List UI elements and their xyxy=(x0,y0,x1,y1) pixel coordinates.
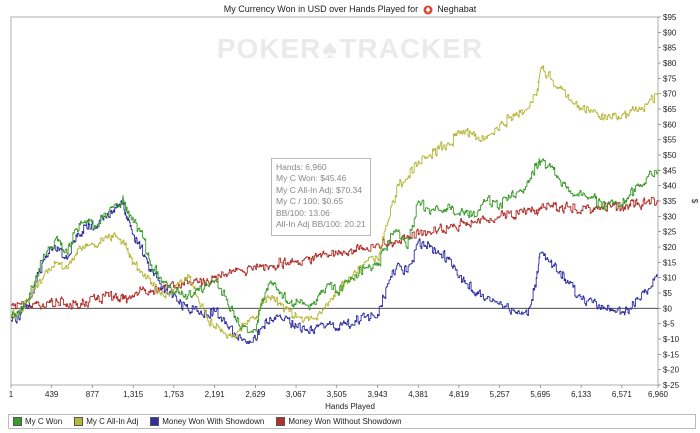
x-tick-label: 2,629 xyxy=(245,390,266,399)
x-tick-label: 1 xyxy=(9,390,14,399)
y-tick-label: $5 xyxy=(663,289,672,298)
hover-tooltip: Hands: 6,960 My C Won: $45.46 My C All-I… xyxy=(271,158,371,236)
series-line-without-showdown xyxy=(11,196,659,310)
legend-swatch xyxy=(276,417,286,426)
watermark-right: TRACKER xyxy=(339,33,484,64)
y-tick-label: $30 xyxy=(663,212,677,221)
x-tick-label: 6,960 xyxy=(648,390,669,399)
series-line-allin-adj xyxy=(11,65,659,339)
y-tick-label: $25 xyxy=(663,228,677,237)
x-tick-label: 439 xyxy=(45,390,59,399)
y-tick-label: $0 xyxy=(663,304,672,313)
y-tick-label: $95 xyxy=(663,13,677,22)
tooltip-c-won: My C Won: $45.46 xyxy=(276,173,347,184)
tooltip-allin-bb100: All-In Adj BB/100: 20.21 xyxy=(276,219,366,230)
x-tick-label: 4,819 xyxy=(449,390,470,399)
y-tick-label: $40 xyxy=(663,182,677,191)
x-tick-label: 3,067 xyxy=(286,390,307,399)
y-tick-label: $35 xyxy=(663,197,677,206)
y-tick-label: $-20 xyxy=(663,366,680,375)
x-tick-label: 6,133 xyxy=(571,390,592,399)
y-tick-label: $-10 xyxy=(663,335,680,344)
x-tick-label: 5,695 xyxy=(530,390,551,399)
legend-swatch xyxy=(74,417,84,426)
legend-swatch xyxy=(13,417,22,426)
x-tick-label: 1,315 xyxy=(123,390,144,399)
y-tick-label: $-15 xyxy=(663,350,680,359)
tooltip-allin-adj: My C All-In Adj: $70.34 xyxy=(276,184,362,195)
x-tick-label: 4,381 xyxy=(408,390,429,399)
tooltip-c-per-100: My C / 100: $0.65 xyxy=(276,196,344,207)
watermark-left: POKER xyxy=(216,33,322,64)
chart-title: My Currency Won in USD over Hands Played… xyxy=(0,4,700,15)
y-tick-label: $90 xyxy=(663,28,677,37)
x-tick-label: 2,191 xyxy=(205,390,226,399)
x-tick-label: 1,753 xyxy=(164,390,185,399)
y-tick-label: $75 xyxy=(663,74,677,83)
watermark-spade-icon: ♠ xyxy=(322,33,339,64)
legend-item-c-won[interactable]: My C Won xyxy=(13,417,62,426)
series-line-c-won xyxy=(11,158,659,334)
x-tick-label: 3,505 xyxy=(327,390,348,399)
y-tick-label: $60 xyxy=(663,120,677,129)
series-line-with-showdown xyxy=(11,200,658,345)
y-tick-label: $45 xyxy=(663,166,677,175)
legend-item-with-showdown[interactable]: Money Won With Showdown xyxy=(150,417,264,426)
tooltip-hands: Hands: 6,960 xyxy=(276,162,327,172)
legend-item-without-showdown[interactable]: Money Won Without Showdown xyxy=(276,417,402,426)
legend-swatch xyxy=(150,417,160,426)
legend-label: My C All-In Adj xyxy=(86,417,139,426)
y-tick-label: $70 xyxy=(663,90,677,99)
x-tick-label: 877 xyxy=(86,390,100,399)
legend-label: Money Won Without Showdown xyxy=(288,417,402,426)
y-tick-label: $10 xyxy=(663,274,677,283)
x-tick-label: 3,943 xyxy=(367,390,388,399)
x-axis-label: Hands Played xyxy=(325,402,375,411)
y-tick-label: $20 xyxy=(663,243,677,252)
legend-item-allin-adj[interactable]: My C All-In Adj xyxy=(74,417,138,426)
y-tick-label: $55 xyxy=(663,136,677,145)
chart-legend: My C Won My C All-In Adj Money Won With … xyxy=(8,414,696,429)
y-tick-label: $85 xyxy=(663,44,677,53)
y-tick-label: $65 xyxy=(663,105,677,114)
pokertracker-watermark: POKER♠TRACKER xyxy=(0,33,700,65)
y-tick-label: $50 xyxy=(663,151,677,160)
y-axis-label: $ xyxy=(690,199,699,204)
y-tick-label: $-25 xyxy=(663,381,680,390)
legend-label: Money Won With Showdown xyxy=(162,417,265,426)
chart-title-player: Neghabat xyxy=(437,4,477,14)
x-tick-label: 6,571 xyxy=(612,390,633,399)
y-tick-label: $80 xyxy=(663,59,677,68)
tooltip-bb100: BB/100: 13.06 xyxy=(276,207,330,218)
pokertracker-logo-icon xyxy=(423,5,433,15)
x-tick-label: 5,257 xyxy=(490,390,511,399)
y-tick-label: $15 xyxy=(663,258,677,267)
chart-title-prefix: My Currency Won in USD over Hands Played… xyxy=(223,4,419,14)
legend-label: My C Won xyxy=(25,417,63,426)
y-tick-label: $-5 xyxy=(663,320,675,329)
